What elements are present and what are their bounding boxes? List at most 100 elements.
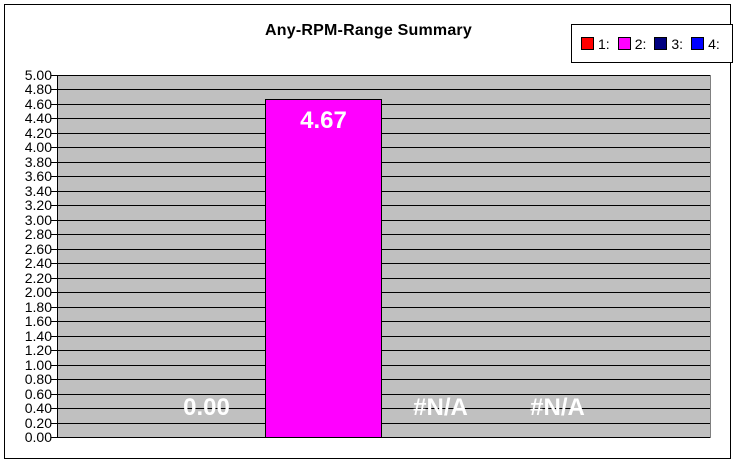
y-axis-label: 5.00 [24, 67, 52, 83]
y-axis-tick [51, 205, 57, 206]
gridline [58, 75, 710, 76]
y-axis-label: 0.40 [24, 400, 52, 416]
y-axis-tick [51, 176, 57, 177]
legend-item-2: 2: [617, 35, 647, 52]
bar-series-2 [265, 99, 382, 438]
gridline [58, 104, 710, 105]
gridline [58, 162, 710, 163]
y-axis-label: 3.20 [24, 197, 52, 213]
y-axis-label: 0.20 [24, 415, 52, 431]
gridline [58, 278, 710, 279]
y-axis-tick [51, 437, 57, 438]
y-axis-label: 1.40 [24, 328, 52, 344]
legend-label-1: 1: [598, 35, 610, 52]
y-axis-label: 2.80 [24, 226, 52, 242]
gridline [58, 307, 710, 308]
y-axis-label: 3.60 [24, 168, 52, 184]
y-axis-label: 0.80 [24, 371, 52, 387]
y-axis-label: 1.00 [24, 357, 52, 373]
y-axis-label: 4.60 [24, 96, 52, 112]
y-axis-label: 1.80 [24, 299, 52, 315]
gridline [58, 118, 710, 119]
y-axis-label: 4.40 [24, 110, 52, 126]
y-axis-label: 4.00 [24, 139, 52, 155]
legend-item-4: 4: [691, 36, 720, 52]
gridline [58, 205, 710, 206]
y-axis-label: 4.80 [24, 81, 52, 97]
y-axis-label: 3.80 [24, 154, 52, 170]
legend: 1: 2: 3: 4: [571, 24, 733, 63]
data-label-series-4: #N/A [530, 394, 585, 421]
gridline [58, 423, 710, 424]
y-axis-tick [51, 278, 57, 279]
data-label-series-3: #N/A [413, 394, 468, 421]
legend-swatch-icon-1 [581, 37, 594, 50]
y-axis-tick [51, 336, 57, 337]
gridline [58, 133, 710, 134]
y-axis-tick [51, 394, 57, 395]
y-axis-tick [51, 263, 57, 264]
gridline [58, 176, 710, 177]
y-axis-label: 3.00 [24, 212, 52, 228]
gridline [58, 321, 710, 322]
gridline [58, 220, 710, 221]
gridline [58, 365, 710, 366]
y-axis-label: 4.20 [24, 125, 52, 141]
y-axis-tick [51, 220, 57, 221]
data-label-series-2: 4.67 [300, 107, 347, 134]
gridline [58, 89, 710, 90]
legend-item-3: 3: [654, 36, 683, 52]
gridline [58, 292, 710, 293]
y-axis-label: 0.00 [24, 429, 52, 445]
y-axis-label: 1.20 [24, 342, 52, 358]
legend-label-2: 2: [634, 35, 647, 52]
legend-swatch-icon-2 [617, 37, 631, 50]
y-axis-label: 2.60 [24, 241, 52, 257]
legend-swatch-icon-4 [691, 37, 705, 50]
y-axis-tick [51, 350, 57, 351]
y-axis-line [57, 75, 58, 438]
legend-item-1: 1: [581, 36, 610, 52]
gridline [58, 408, 710, 409]
gridline [58, 147, 710, 148]
y-axis-tick [51, 118, 57, 119]
y-axis-tick [51, 321, 57, 322]
gridline [58, 336, 710, 337]
gridline [58, 191, 710, 192]
legend-swatch-icon-3 [654, 37, 668, 50]
chart-border [4, 4, 731, 459]
gridline [58, 437, 710, 438]
plot-area: 0.00 4.67 #N/A #N/A [58, 75, 711, 438]
y-axis-tick [51, 307, 57, 308]
y-axis-label: 0.60 [24, 386, 52, 402]
y-axis-label: 2.20 [24, 270, 52, 286]
legend-label-4: 4: [708, 35, 720, 52]
y-axis-tick [51, 89, 57, 90]
y-axis-label: 1.60 [24, 313, 52, 329]
gridline [58, 394, 710, 395]
gridline [58, 379, 710, 380]
y-axis-tick [51, 423, 57, 424]
y-axis-tick [51, 292, 57, 293]
y-axis-tick [51, 162, 57, 163]
y-axis-tick [51, 147, 57, 148]
y-axis-tick [51, 75, 57, 76]
y-axis-tick [51, 191, 57, 192]
gridline [58, 234, 710, 235]
y-axis-tick [51, 234, 57, 235]
y-axis-tick [51, 104, 57, 105]
gridline [58, 263, 710, 264]
y-axis-label: 2.40 [24, 255, 52, 271]
y-axis-tick [51, 133, 57, 134]
y-axis-tick [51, 249, 57, 250]
y-axis-tick [51, 379, 57, 380]
y-axis-label: 2.00 [24, 284, 52, 300]
y-axis-tick [51, 365, 57, 366]
data-label-series-1: 0.00 [183, 394, 230, 421]
y-axis-label: 3.40 [24, 183, 52, 199]
gridline [58, 249, 710, 250]
y-axis-tick [51, 408, 57, 409]
chart-title: Any-RPM-Range Summary [265, 22, 472, 39]
gridline [58, 350, 710, 351]
